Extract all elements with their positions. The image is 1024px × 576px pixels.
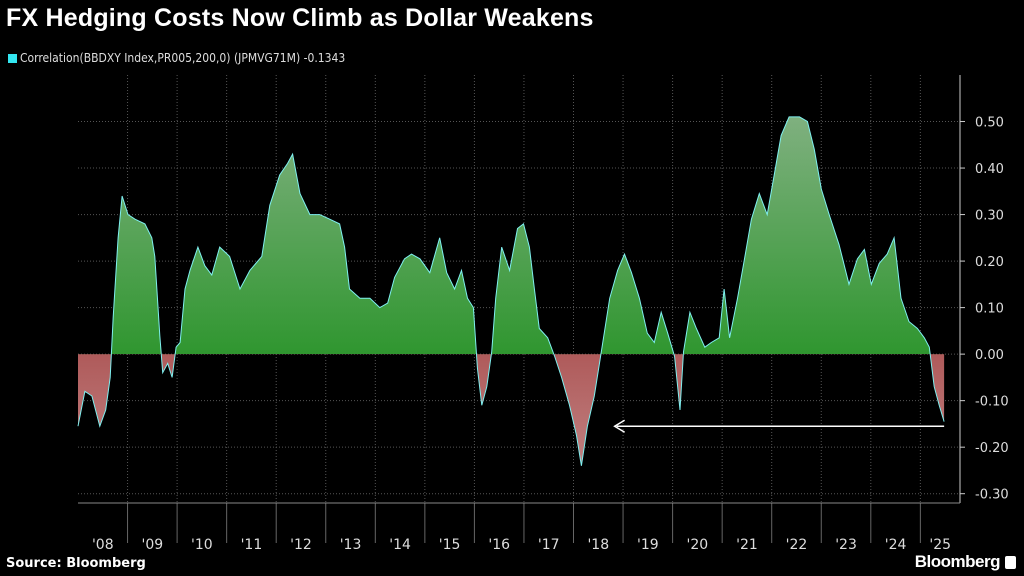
y-tick-label: 0.50 bbox=[975, 116, 1004, 131]
series-line bbox=[77, 116, 945, 466]
y-tick-label: -0.20 bbox=[975, 441, 1009, 456]
x-tick-label: '11 bbox=[241, 537, 263, 553]
x-tick-label: '18 bbox=[587, 537, 609, 553]
x-tick-label: '09 bbox=[141, 537, 163, 553]
x-tick-label: '14 bbox=[389, 537, 411, 553]
bloomberg-logo: Bloomberg bbox=[914, 552, 1001, 571]
source-note: Source: Bloomberg bbox=[6, 556, 146, 571]
legend: Correlation(BBDXY Index,PR005,200,0) (JP… bbox=[8, 51, 345, 65]
x-tick-label: '17 bbox=[538, 537, 560, 553]
y-tick-label: 0.00 bbox=[975, 348, 1004, 363]
chart-title: FX Hedging Costs Now Climb as Dollar Wea… bbox=[6, 4, 594, 32]
arrow-head-icon bbox=[613, 419, 626, 433]
positive-area bbox=[78, 116, 945, 355]
x-tick-label: '25 bbox=[929, 537, 951, 553]
x-tick-label: '21 bbox=[736, 537, 758, 553]
x-tick-label: '22 bbox=[786, 537, 808, 553]
x-tick-label: '20 bbox=[687, 537, 709, 553]
y-tick-label: 0.10 bbox=[975, 302, 1004, 317]
x-tick-label: '13 bbox=[340, 537, 362, 553]
legend-label: Correlation(BBDXY Index,PR005,200,0) (JP… bbox=[20, 51, 346, 65]
x-tick-label: '15 bbox=[439, 537, 461, 553]
y-tick-label: -0.30 bbox=[975, 488, 1009, 503]
x-tick-label: '10 bbox=[191, 537, 213, 553]
y-tick-label: 0.20 bbox=[975, 255, 1004, 270]
negative-area bbox=[78, 354, 945, 466]
y-tick-label: 0.40 bbox=[975, 162, 1004, 177]
bloomberg-logo-icon bbox=[1005, 556, 1016, 569]
x-tick-label: '23 bbox=[835, 537, 857, 553]
x-tick-label: '16 bbox=[488, 537, 510, 553]
x-tick-label: '24 bbox=[885, 537, 907, 553]
y-tick-label: -0.10 bbox=[975, 395, 1009, 410]
y-tick-label: 0.30 bbox=[975, 209, 1004, 224]
x-tick-label: '12 bbox=[290, 537, 312, 553]
x-tick-label: '19 bbox=[637, 537, 659, 553]
x-tick-label: '08 bbox=[92, 537, 114, 553]
legend-swatch bbox=[8, 53, 17, 63]
